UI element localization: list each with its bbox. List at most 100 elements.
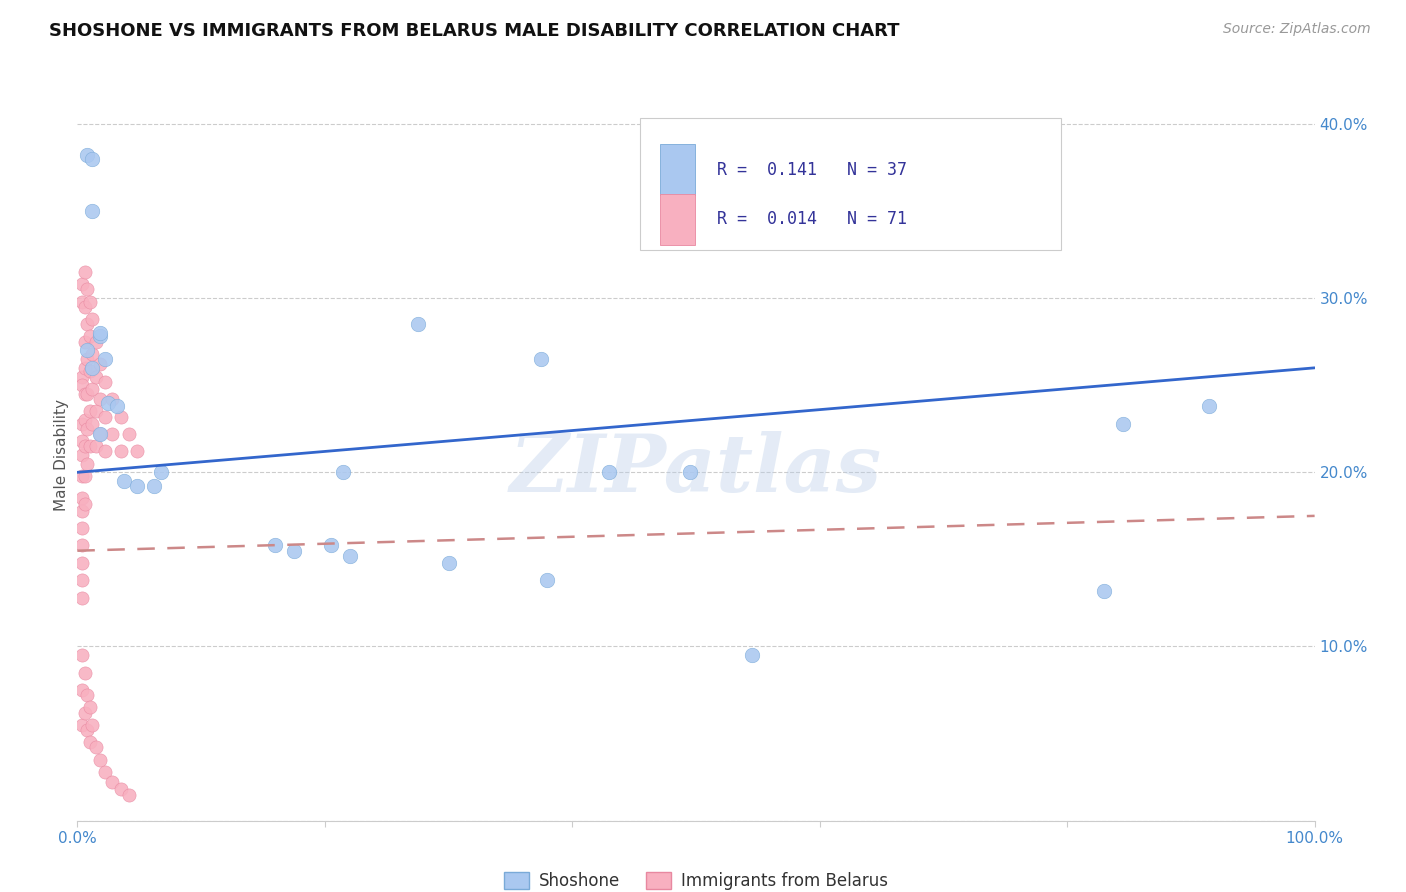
Point [125,479,148,493]
Point [73,413,96,427]
Text: R =  0.141   N = 37: R = 0.141 N = 37 [717,161,907,178]
Point [72,468,94,483]
Point [84,740,107,755]
Point [82,204,104,219]
Point [72,503,94,517]
Point [72,294,94,309]
Point [73,387,96,401]
Point [1092,583,1115,598]
Point [437,556,460,570]
Point [76,387,98,401]
Point [82,347,104,361]
Point [89,329,111,343]
Point [76,352,98,367]
Point [82,718,104,732]
Point [72,434,94,448]
Point [82,360,104,375]
Point [97,395,120,409]
Point [79,735,101,749]
Point [101,392,124,407]
Point [76,723,98,737]
Point [406,318,429,332]
Point [84,439,107,453]
Y-axis label: Male Disability: Male Disability [53,399,69,511]
Point [72,369,94,384]
Point [741,648,763,663]
Point [79,404,101,418]
Point [1112,417,1135,431]
Point [93,352,115,367]
Point [72,683,94,698]
FancyBboxPatch shape [640,119,1062,250]
Text: SHOSHONE VS IMMIGRANTS FROM BELARUS MALE DISABILITY CORRELATION CHART: SHOSHONE VS IMMIGRANTS FROM BELARUS MALE… [49,22,900,40]
Point [93,409,115,424]
Text: R =  0.014   N = 71: R = 0.014 N = 71 [717,211,907,228]
Point [112,474,135,488]
Legend: Shoshone, Immigrants from Belarus: Shoshone, Immigrants from Belarus [498,865,894,892]
Point [72,277,94,292]
Point [89,427,111,442]
Point [679,466,702,480]
Point [82,312,104,326]
Point [76,343,98,358]
FancyBboxPatch shape [659,194,695,245]
Point [73,334,96,349]
Point [76,318,98,332]
Point [76,688,98,702]
Point [118,427,141,442]
Point [84,369,107,384]
Point [79,364,101,378]
Point [72,591,94,605]
Text: ZIPatlas: ZIPatlas [510,431,882,508]
Point [73,265,96,279]
Point [93,444,115,458]
Point [89,753,111,767]
Point [143,479,166,493]
Point [73,497,96,511]
Point [73,665,96,680]
Point [79,439,101,453]
Point [82,382,104,396]
Point [76,422,98,436]
FancyBboxPatch shape [659,144,695,195]
Point [72,448,94,462]
Point [76,457,98,471]
Point [89,427,111,442]
Point [89,357,111,371]
Point [283,543,305,558]
Point [82,152,104,166]
Point [82,417,104,431]
Point [598,466,620,480]
Point [72,521,94,535]
Point [79,294,101,309]
Point [73,300,96,314]
Point [93,764,115,779]
Point [73,439,96,453]
Point [89,326,111,340]
Point [536,574,558,588]
Text: Source: ZipAtlas.com: Source: ZipAtlas.com [1223,22,1371,37]
Point [72,539,94,553]
Point [84,334,107,349]
Point [125,444,148,458]
Point [332,466,354,480]
Point [73,360,96,375]
Point [110,444,132,458]
Point [93,375,115,389]
Point [530,352,553,367]
Point [72,648,94,663]
Point [110,409,132,424]
Point [319,539,342,553]
Point [264,539,287,553]
Point [79,329,101,343]
Point [76,283,98,297]
Point [73,706,96,720]
Point [150,466,173,480]
Point [118,788,141,802]
Point [79,700,101,714]
Point [339,549,361,563]
Point [84,404,107,418]
Point [101,427,124,442]
Point [72,491,94,506]
Point [72,378,94,392]
